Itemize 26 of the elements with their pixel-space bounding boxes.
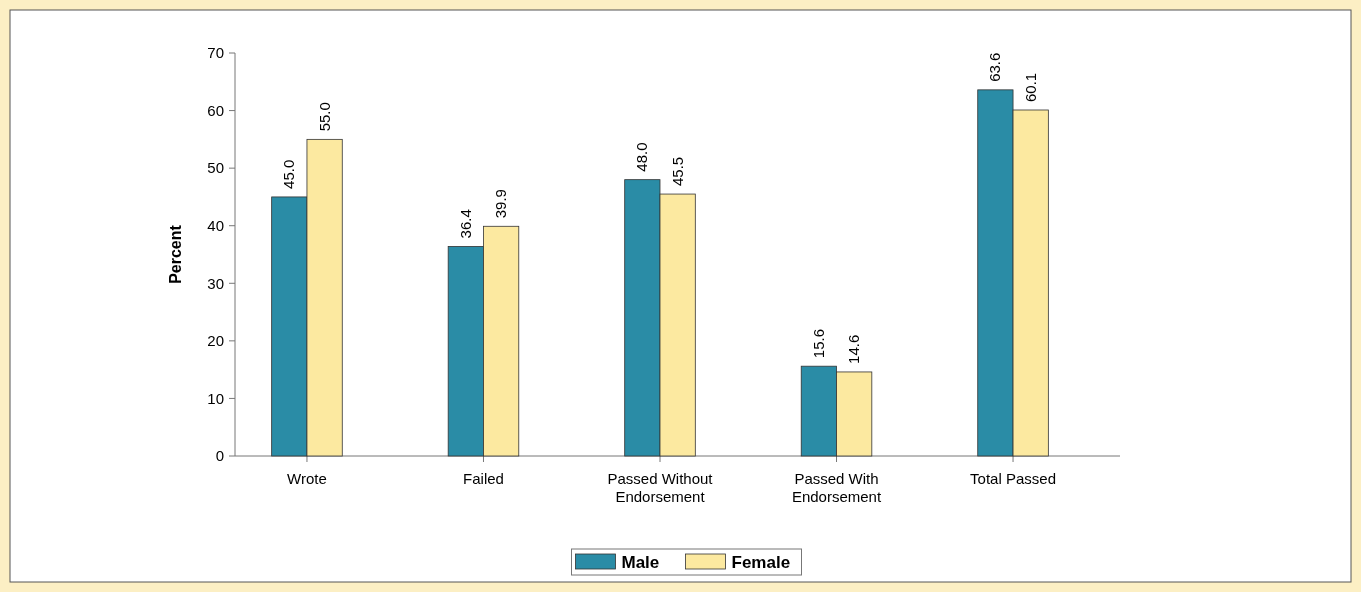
y-axis-title: Percent — [167, 224, 184, 284]
data-label: 14.6 — [845, 334, 863, 364]
data-label: 63.6 — [986, 52, 1004, 82]
legend-label: Male — [621, 553, 660, 572]
data-label: 45.5 — [668, 156, 686, 187]
y-tick-label: 40 — [207, 216, 224, 234]
y-tick-label: 60 — [207, 101, 224, 119]
y-tick-label: 30 — [207, 274, 224, 292]
data-label: 36.4 — [456, 209, 474, 239]
x-tick-label: Passed Without Endorsement — [607, 470, 714, 505]
x-tick-label: Failed — [463, 470, 504, 487]
y-tick-label: 70 — [207, 44, 224, 62]
legend-label: Female — [731, 553, 791, 572]
data-label: 55.0 — [315, 102, 333, 132]
y-tick-label: 10 — [207, 389, 224, 407]
y-tick-label: 20 — [207, 332, 224, 350]
data-label: 45.0 — [280, 159, 298, 189]
x-tick-label: Total Passed — [970, 470, 1056, 487]
x-tick-label: Wrote — [287, 470, 327, 487]
y-tick-label: 50 — [207, 159, 224, 177]
data-label: 15.6 — [809, 328, 827, 359]
data-label: 48.0 — [633, 142, 651, 172]
data-label: 60.1 — [1021, 72, 1039, 102]
data-label: 39.9 — [492, 189, 510, 219]
x-tick-label: Passed With Endorsement — [791, 470, 882, 505]
y-tick-label: 0 — [215, 447, 224, 465]
